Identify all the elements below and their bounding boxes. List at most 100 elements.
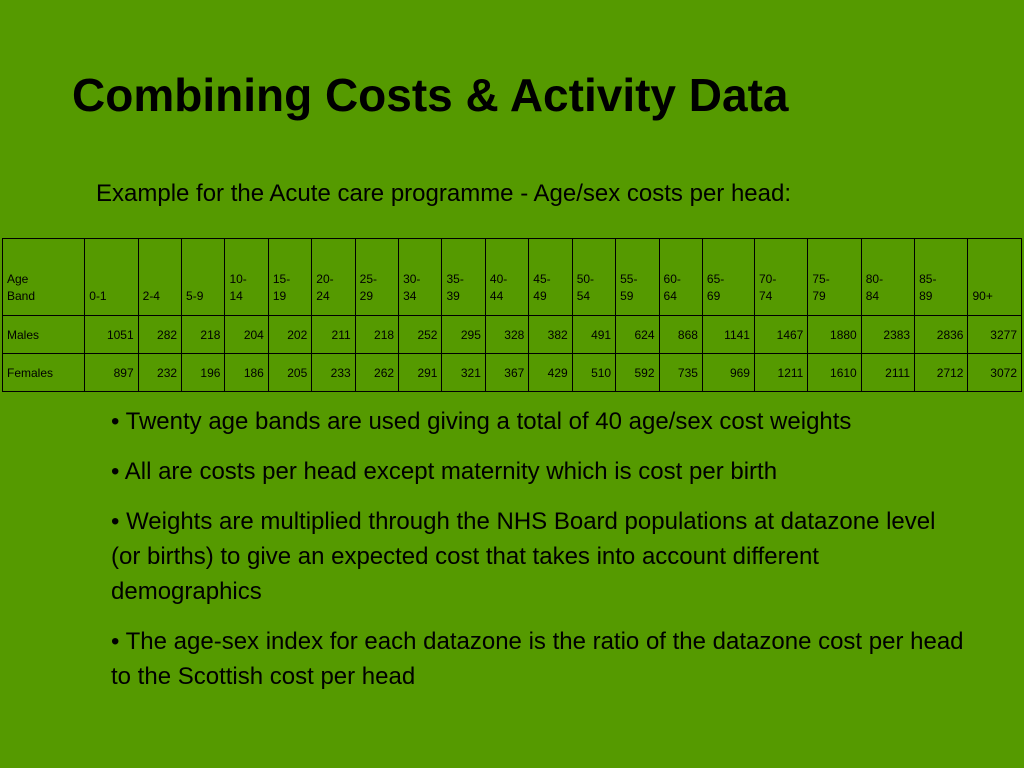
cost-cell: 218 — [354, 315, 400, 354]
header-band-line: 75- — [812, 272, 830, 286]
header-band-line: 5-9 — [186, 289, 204, 303]
header-band: 65- 69 — [701, 238, 755, 316]
header-band: 5-9 — [181, 238, 226, 316]
header-band-line: 69 — [706, 289, 721, 303]
header-band-line: 34 — [403, 289, 417, 303]
cost-cell: 1467 — [753, 315, 809, 354]
header-age-band: Age Band — [1, 238, 86, 316]
header-band: 50- 54 — [571, 238, 617, 316]
header-band-line: 25- — [359, 272, 378, 286]
header-band-line: 49 — [533, 289, 547, 303]
header-band-line: 74 — [758, 289, 773, 303]
header-band: 20- 24 — [311, 238, 356, 316]
bullet-list: • Twenty age bands are used giving a tot… — [111, 404, 971, 709]
cost-cell: 1051 — [84, 315, 139, 354]
cost-cell: 429 — [528, 353, 573, 392]
cost-cell: 897 — [84, 353, 139, 392]
bullet-item: • Weights are multiplied through the NHS… — [111, 508, 936, 605]
header-band-line: 35- — [446, 272, 464, 286]
header-band: 90+ — [967, 238, 1022, 316]
header-band: 40- 44 — [484, 238, 530, 316]
header-band-line: 20- — [316, 272, 334, 286]
cost-cell: 2836 — [914, 315, 969, 354]
cost-cell: 491 — [571, 315, 617, 354]
slide-title: Combining Costs & Activity Data — [72, 69, 789, 121]
header-band-line: 89 — [919, 289, 933, 303]
cost-cell: 382 — [528, 315, 573, 354]
cost-cell: 211 — [311, 315, 356, 354]
cost-cell: 2383 — [860, 315, 916, 354]
cost-cell: 196 — [181, 353, 226, 392]
header-band-line: 40- — [489, 272, 508, 286]
header-band-line: 79 — [812, 289, 826, 303]
cost-cell: 868 — [658, 315, 703, 354]
header-band: 10- 14 — [224, 238, 269, 316]
row-label: Males — [1, 315, 86, 354]
header-band: 55- 59 — [615, 238, 660, 316]
header-age-band-line: Band — [7, 289, 36, 303]
cost-cell: 510 — [571, 353, 617, 392]
cost-cell: 1610 — [807, 353, 862, 392]
header-band-line: 2-4 — [142, 289, 160, 303]
cost-cell: 291 — [398, 353, 443, 392]
header-band: 30- 34 — [398, 238, 443, 316]
cost-cell: 735 — [658, 353, 703, 392]
slide-subtitle: Example for the Acute care programme - A… — [96, 180, 792, 207]
header-band: 0-1 — [84, 238, 139, 316]
cost-cell: 1141 — [701, 315, 755, 354]
bullet-item: • The age-sex index for each datazone is… — [111, 628, 964, 690]
cost-cell: 282 — [137, 315, 183, 354]
table-row: Females 897 232 196 186 205 233 262 291 321 367 429… — [1, 353, 1022, 392]
cost-cell: 232 — [137, 353, 183, 392]
header-band: 75- 79 — [807, 238, 862, 316]
cost-cell: 969 — [701, 353, 755, 392]
header-age-band-line: Age — [7, 272, 29, 286]
cost-cell: 321 — [441, 353, 486, 392]
header-band-line: 10- — [229, 272, 247, 286]
cost-cell: 1880 — [807, 315, 862, 354]
header-band-line: 59 — [620, 289, 634, 303]
header-band-line: 29 — [359, 289, 374, 303]
cost-cell: 233 — [311, 353, 356, 392]
cost-cell: 202 — [267, 315, 313, 354]
cost-per-head-table: Age Band 0-1 2-4 5-9 10- 14 15- 19 20- 24 25- 29 30… — [1, 238, 1022, 392]
cost-cell: 295 — [441, 315, 486, 354]
header-band: 60- 64 — [658, 238, 703, 316]
header-band-line: 65- — [706, 272, 725, 286]
header-band-line: 45- — [533, 272, 551, 286]
cost-cell: 2712 — [914, 353, 969, 392]
header-band-line: 80- — [865, 272, 884, 286]
header-band: 25- 29 — [354, 238, 400, 316]
header-band: 80- 84 — [860, 238, 916, 316]
header-band-line: 44 — [489, 289, 504, 303]
row-label: Females — [1, 353, 86, 392]
header-band-line: 90+ — [972, 289, 993, 303]
cost-cell: 1211 — [753, 353, 809, 392]
cost-cell: 3277 — [967, 315, 1022, 354]
header-band: 15- 19 — [267, 238, 313, 316]
cost-cell: 624 — [615, 315, 660, 354]
header-band-line: 19 — [272, 289, 287, 303]
header-band: 45- 49 — [528, 238, 573, 316]
header-band: 85- 89 — [914, 238, 969, 316]
header-band-line: 39 — [446, 289, 460, 303]
cost-cell: 3072 — [967, 353, 1022, 392]
header-band-line: 85- — [919, 272, 937, 286]
header-band-line: 54 — [576, 289, 591, 303]
bullet-item: • All are costs per head except maternit… — [111, 458, 778, 485]
cost-cell: 328 — [484, 315, 530, 354]
cost-cell: 218 — [181, 315, 226, 354]
header-band-line: 60- — [663, 272, 681, 286]
cost-cell: 186 — [224, 353, 269, 392]
header-band-line: 50- — [576, 272, 595, 286]
cost-cell: 367 — [484, 353, 530, 392]
table-row: Males 1051 282 218 204 202 211 218 252 295 328 382 4… — [1, 315, 1022, 354]
header-band-line: 84 — [865, 289, 880, 303]
cost-cell: 262 — [354, 353, 400, 392]
header-band-line: 24 — [316, 289, 330, 303]
header-band-line: 30- — [403, 272, 421, 286]
cost-cell: 2111 — [860, 353, 916, 392]
header-band-line: 15- — [272, 272, 291, 286]
cost-cell: 252 — [398, 315, 443, 354]
header-band: 35- 39 — [441, 238, 486, 316]
